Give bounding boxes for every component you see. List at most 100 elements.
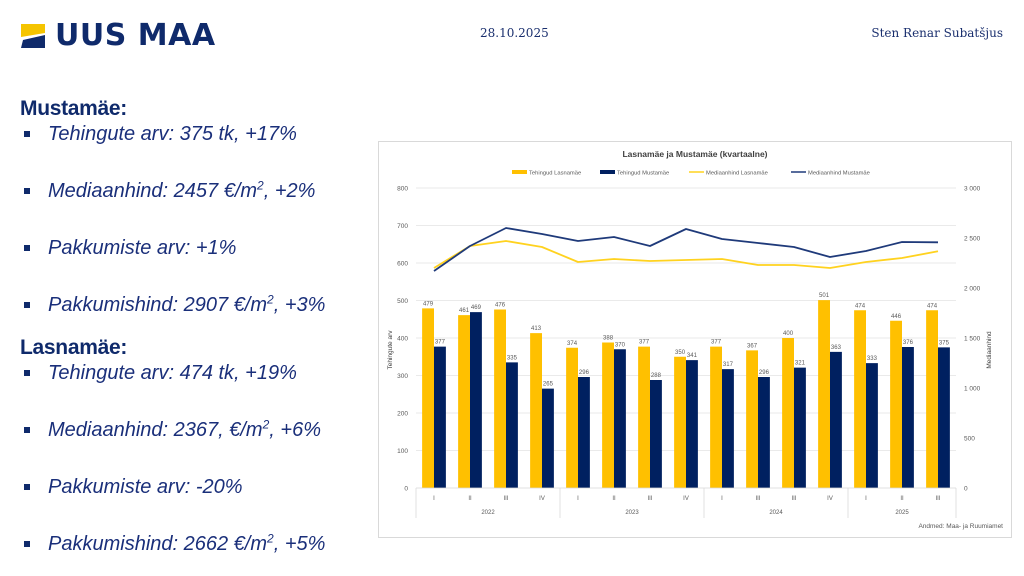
bar-value-label: 374 <box>567 341 578 347</box>
bar-lasnamae <box>890 320 902 488</box>
y2-tick-label: 2 000 <box>964 286 981 293</box>
x-tick-label: I <box>865 496 867 502</box>
bullet-item: Mediaanhind: 2367, €/m2, +6% <box>20 418 380 442</box>
bar-value-label: 296 <box>579 370 590 376</box>
y2-tick-label: 500 <box>964 436 975 443</box>
bullet-text: Pakkumishind: 2662 €/m2, +5% <box>48 531 326 555</box>
bullet-item: Pakkumishind: 2907 €/m2, +3% <box>20 293 380 317</box>
bar-lasnamae <box>854 310 866 488</box>
bullet-text: Pakkumiste arv: +1% <box>48 237 237 259</box>
bullet-text: Tehingute arv: 474 tk, +19% <box>48 362 297 384</box>
bar-lasnamae <box>494 309 506 488</box>
bullet-text: Tehingute arv: 375 tk, +17% <box>48 123 297 145</box>
legend-swatch <box>512 170 527 174</box>
y2-tick-label: 3 000 <box>964 186 981 193</box>
chart-container: Lasnamäe ja Mustamäe (kvartaalne) Tehing… <box>378 141 1012 538</box>
y-tick-label: 200 <box>397 411 408 418</box>
bullet-item: Tehingute arv: 474 tk, +19% <box>20 361 380 385</box>
x-tick-label: I <box>577 496 579 502</box>
y-axis-right: 0 500 1 000 1 500 2 000 2 500 3 000 <box>964 186 981 493</box>
logo-text: UUS MAA <box>55 18 216 53</box>
bar-lasnamae <box>782 338 794 488</box>
section-mustamae: Mustamäe: Tehingute arv: 375 tk, +17% Me… <box>20 96 380 317</box>
legend-label: Mediaanhind Mustamäe <box>808 171 870 177</box>
bar-value-label: 370 <box>615 342 626 348</box>
bar-value-label: 350 <box>675 350 686 356</box>
bullet-square-icon <box>24 188 30 194</box>
bar-value-label: 476 <box>495 303 506 309</box>
bar-value-label: 474 <box>855 303 866 309</box>
bar-lasnamae <box>602 342 614 488</box>
x-tick-label: II <box>612 496 616 502</box>
bar-value-label: 375 <box>939 340 950 346</box>
bar-series <box>422 300 950 488</box>
y-tick-label: 100 <box>397 448 408 455</box>
line-series <box>433 227 939 272</box>
bar-mustamae <box>506 362 518 488</box>
bar-value-label: 377 <box>435 340 446 346</box>
y-tick-label: 0 <box>404 486 408 493</box>
bullet-text: Pakkumishind: 2907 €/m2, +3% <box>48 292 326 316</box>
chart-title: Lasnamäe ja Mustamäe (kvartaalne) <box>622 149 767 159</box>
source-note: Andmed: Maa- ja Ruumiamet <box>918 523 1003 530</box>
y-tick-label: 600 <box>397 261 408 268</box>
bar-value-label: 363 <box>831 345 842 351</box>
bullet-text: Mediaanhind: 2457 €/m2, +2% <box>48 178 316 202</box>
y-tick-label: 300 <box>397 373 408 380</box>
x-tick-label: I <box>433 496 435 502</box>
presentation-author: Sten Renar Subatšjus <box>871 26 1003 40</box>
logo-mark-icon <box>21 24 45 48</box>
y2-tick-label: 1 000 <box>964 386 981 393</box>
bar-mustamae <box>758 377 770 488</box>
bar-value-label: 474 <box>927 303 938 309</box>
y2-tick-label: 1 500 <box>964 336 981 343</box>
x-tick-label: III <box>935 496 940 502</box>
chart-legend: Tehingud Lasnamäe Tehingud Mustamäe Mediaa… <box>512 170 870 177</box>
legend-label: Tehingud Lasnamäe <box>529 171 581 177</box>
bar-lasnamae <box>710 346 722 488</box>
bar-value-label: 296 <box>759 370 770 376</box>
bar-mustamae <box>470 312 482 488</box>
bullet-item: Mediaanhind: 2457 €/m2, +2% <box>20 179 380 203</box>
y2-tick-label: 0 <box>964 486 968 493</box>
y2-tick-label: 2 500 <box>964 236 981 243</box>
bar-value-label: 446 <box>891 314 902 320</box>
bar-value-label: 400 <box>783 331 794 337</box>
bar-value-label: 388 <box>603 336 614 342</box>
x-year-label: 2024 <box>769 510 783 516</box>
bullet-square-icon <box>24 484 30 490</box>
x-tick-label: IV <box>539 496 545 502</box>
bar-lasnamae <box>818 300 830 488</box>
bar-value-label: 335 <box>507 355 518 361</box>
bar-value-label: 321 <box>795 361 806 367</box>
bullet-square-icon <box>24 541 30 547</box>
bar-value-label: 377 <box>639 340 650 346</box>
y2-axis-title: Mediaanhind <box>986 331 993 369</box>
bar-lasnamae <box>422 308 434 488</box>
bullet-square-icon <box>24 427 30 433</box>
bar-value-label: 341 <box>687 353 698 359</box>
y-tick-label: 700 <box>397 223 408 230</box>
bar-mustamae <box>686 360 698 488</box>
bar-lasnamae <box>530 333 542 488</box>
bar-lasnamae <box>926 310 938 488</box>
bar-value-label: 376 <box>903 340 914 346</box>
x-tick-label: IV <box>827 496 833 502</box>
bar-value-label: 501 <box>819 293 830 299</box>
x-tick-label: III <box>791 496 796 502</box>
bar-value-label: 469 <box>471 305 482 311</box>
bar-mustamae <box>794 367 806 488</box>
y-tick-label: 500 <box>397 298 408 305</box>
bar-mustamae <box>650 380 662 488</box>
presentation-date: 28.10.2025 <box>480 26 549 40</box>
bar-lasnamae <box>638 346 650 488</box>
legend-label: Tehingud Mustamäe <box>617 171 669 177</box>
bar-value-label: 288 <box>651 373 662 379</box>
bar-value-label: 265 <box>543 382 554 388</box>
y-tick-label: 400 <box>397 336 408 343</box>
x-year-label: 2025 <box>895 510 909 516</box>
x-tick-label: II <box>468 496 472 502</box>
bar-value-label: 367 <box>747 343 758 349</box>
bar-value-label: 413 <box>531 326 542 332</box>
